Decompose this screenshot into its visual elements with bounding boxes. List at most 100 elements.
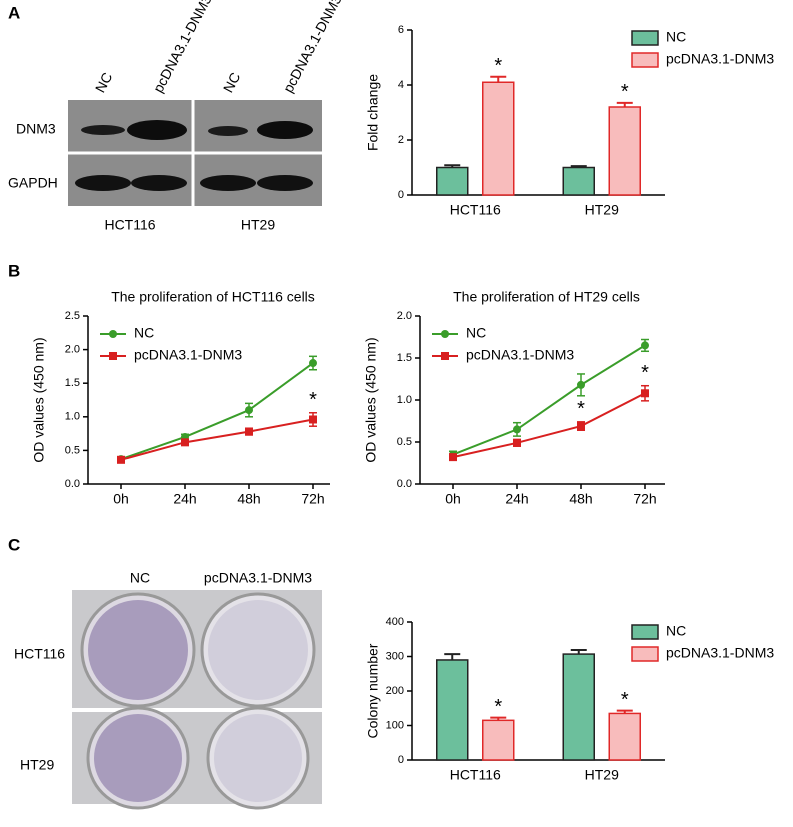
- point: [441, 352, 449, 360]
- x-tick-label: HCT116: [450, 202, 501, 218]
- point: [449, 453, 457, 462]
- y-tick-label: 200: [386, 685, 404, 697]
- bar: [482, 719, 515, 761]
- colony-image: [72, 590, 322, 810]
- panel-label: B: [8, 261, 20, 280]
- x-tick-label: 48h: [569, 491, 592, 507]
- line: [452, 344, 646, 456]
- legend-label: pcDNA3.1-DNM3: [666, 51, 774, 67]
- row-label: HCT116: [14, 646, 65, 662]
- point: [641, 341, 649, 350]
- y-axis-label: Fold change: [365, 74, 381, 151]
- significance-marker: *: [641, 362, 649, 384]
- legend-swatch: [631, 646, 659, 662]
- x-tick-label: 24h: [173, 491, 196, 507]
- point: [513, 425, 521, 434]
- lane-label: NC: [92, 70, 116, 95]
- point: [513, 438, 521, 447]
- legend-label: pcDNA3.1-DNM3: [466, 347, 574, 363]
- point: [577, 422, 585, 431]
- legend-swatch: [631, 624, 659, 640]
- point: [441, 330, 449, 338]
- cell-line-label: HCT116: [104, 217, 155, 233]
- y-tick-label: 1.5: [397, 352, 412, 364]
- y-tick-label: 1.0: [397, 394, 412, 406]
- line: [120, 418, 314, 461]
- lane-label: NC: [220, 70, 244, 95]
- y-axis-label: OD values (450 nm): [31, 337, 47, 462]
- significance-marker: *: [494, 696, 502, 718]
- legend-label: pcDNA3.1-DNM3: [134, 347, 242, 363]
- x-tick-label: 72h: [633, 491, 656, 507]
- significance-marker: *: [621, 689, 629, 711]
- y-tick-label: 0.5: [397, 436, 412, 448]
- column-label: NC: [130, 570, 150, 586]
- column-label: pcDNA3.1-DNM3: [204, 570, 312, 586]
- significance-marker: *: [309, 389, 317, 411]
- y-axis-label: Colony number: [365, 643, 381, 738]
- y-tick-label: 6: [398, 24, 404, 36]
- y-tick-label: 300: [386, 650, 404, 662]
- chart-title: The proliferation of HT29 cells: [453, 289, 640, 305]
- x-tick-label: HT29: [585, 767, 619, 783]
- panel-label: A: [8, 3, 20, 22]
- legend-label: NC: [466, 325, 486, 341]
- legend-label: NC: [666, 29, 686, 45]
- western-blot: [68, 100, 322, 206]
- row-label: DNM3: [16, 121, 56, 137]
- y-tick-label: 0.5: [65, 444, 80, 456]
- significance-marker: *: [621, 81, 629, 103]
- x-tick-label: HT29: [585, 202, 619, 218]
- x-tick-label: 48h: [237, 491, 260, 507]
- significance-marker: *: [577, 398, 585, 420]
- row-label: HT29: [20, 757, 54, 773]
- line: [120, 362, 314, 461]
- legend-label: NC: [666, 623, 686, 639]
- y-tick-label: 4: [398, 79, 404, 91]
- legend-label: pcDNA3.1-DNM3: [666, 645, 774, 661]
- significance-marker: *: [494, 55, 502, 77]
- y-tick-label: 100: [386, 719, 404, 731]
- bar: [608, 106, 641, 196]
- point: [309, 359, 317, 368]
- bar: [562, 166, 595, 196]
- point: [245, 427, 253, 436]
- x-tick-label: 0h: [445, 491, 461, 507]
- line: [452, 392, 646, 459]
- y-tick-label: 1.5: [65, 377, 80, 389]
- point: [109, 352, 117, 360]
- y-tick-label: 0.0: [397, 478, 412, 490]
- point: [641, 389, 649, 398]
- point: [245, 406, 253, 415]
- point: [181, 438, 189, 447]
- x-tick-label: 24h: [505, 491, 528, 507]
- bar: [608, 712, 641, 761]
- x-tick-label: 72h: [301, 491, 324, 507]
- x-tick-label: 0h: [113, 491, 129, 507]
- bar: [436, 166, 469, 196]
- lane-label: pcDNA3.1-DNM3: [280, 0, 345, 95]
- y-axis-label: OD values (450 nm): [363, 337, 379, 462]
- cell-line-label: HT29: [241, 217, 275, 233]
- y-tick-label: 2.0: [397, 310, 412, 322]
- lane-label: pcDNA3.1-DNM3: [150, 0, 215, 95]
- row-label: GAPDH: [8, 175, 58, 191]
- point: [309, 415, 317, 424]
- bar: [436, 659, 469, 761]
- y-tick-label: 2.5: [65, 310, 80, 322]
- y-tick-label: 0: [398, 754, 404, 766]
- y-tick-label: 2.0: [65, 344, 80, 356]
- legend-label: NC: [134, 325, 154, 341]
- legend-swatch: [631, 30, 659, 46]
- bar: [562, 653, 595, 761]
- y-tick-label: 2: [398, 134, 404, 146]
- legend-swatch: [631, 52, 659, 68]
- x-tick-label: HCT116: [450, 767, 501, 783]
- y-tick-label: 0: [398, 189, 404, 201]
- y-tick-label: 0.0: [65, 478, 80, 490]
- point: [577, 380, 585, 389]
- point: [109, 330, 117, 338]
- bar: [482, 81, 515, 196]
